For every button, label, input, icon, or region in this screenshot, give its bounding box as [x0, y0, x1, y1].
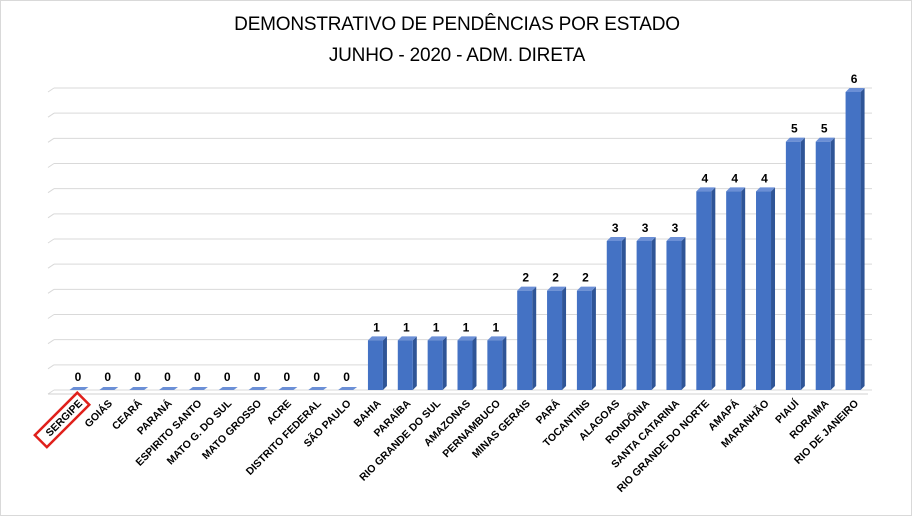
bar	[547, 286, 567, 390]
bar	[308, 387, 328, 390]
bar	[785, 137, 805, 390]
bar	[99, 387, 119, 390]
category-label: SERGIPE	[44, 398, 85, 439]
bar	[248, 387, 268, 390]
bar	[69, 387, 89, 390]
bar	[129, 387, 149, 390]
bar	[576, 286, 596, 390]
data-label: 1	[373, 320, 380, 334]
data-label: 0	[194, 370, 201, 384]
data-label: 0	[164, 370, 171, 384]
data-label: 2	[522, 271, 529, 285]
bar	[696, 187, 716, 390]
chart-subtitle: JUNHO - 2020 - ADM. DIRETA	[328, 45, 586, 66]
data-label: 2	[582, 271, 589, 285]
bar	[726, 187, 746, 390]
data-label: 0	[343, 370, 350, 384]
data-label: 5	[821, 122, 828, 136]
bar	[487, 336, 507, 390]
bar	[158, 387, 178, 390]
data-label: 4	[761, 171, 768, 185]
data-label: 1	[493, 320, 500, 334]
bars	[69, 88, 865, 390]
data-label: 4	[701, 171, 708, 185]
bar	[188, 387, 208, 390]
chart-title: DEMONSTRATIVO DE PENDÊNCIAS POR ESTADO	[234, 14, 680, 35]
highlight-box	[33, 390, 92, 449]
data-label: 0	[134, 370, 141, 384]
data-label: 0	[104, 370, 111, 384]
bar	[397, 336, 417, 390]
bar	[218, 387, 238, 390]
data-label: 1	[463, 320, 470, 334]
bar	[756, 187, 776, 390]
data-label: 3	[672, 221, 679, 235]
bar	[517, 286, 537, 390]
data-label: 5	[791, 122, 798, 136]
data-label: 3	[642, 221, 649, 235]
data-label: 0	[284, 370, 291, 384]
data-label: 0	[254, 370, 261, 384]
bar	[636, 237, 656, 390]
bar	[338, 387, 358, 390]
bar	[367, 336, 387, 390]
data-label: 0	[313, 370, 320, 384]
bar	[606, 237, 626, 390]
data-label: 1	[433, 320, 440, 334]
data-label: 2	[552, 271, 559, 285]
data-label: 0	[224, 370, 231, 384]
bar	[815, 137, 835, 390]
data-label: 6	[851, 72, 858, 86]
data-label: 4	[731, 171, 738, 185]
bar	[457, 336, 477, 390]
data-label: 0	[75, 370, 82, 384]
data-label: 1	[403, 320, 410, 334]
bar	[427, 336, 447, 390]
data-label: 3	[612, 221, 619, 235]
bar	[278, 387, 298, 390]
data-labels: 0 0 0 0 0 0 0 0 0 0 1 1 1 1 1 2 2 2 3 3 3 4 4 4 5 5 6	[75, 72, 858, 384]
bar	[666, 237, 686, 390]
bar	[845, 88, 865, 390]
